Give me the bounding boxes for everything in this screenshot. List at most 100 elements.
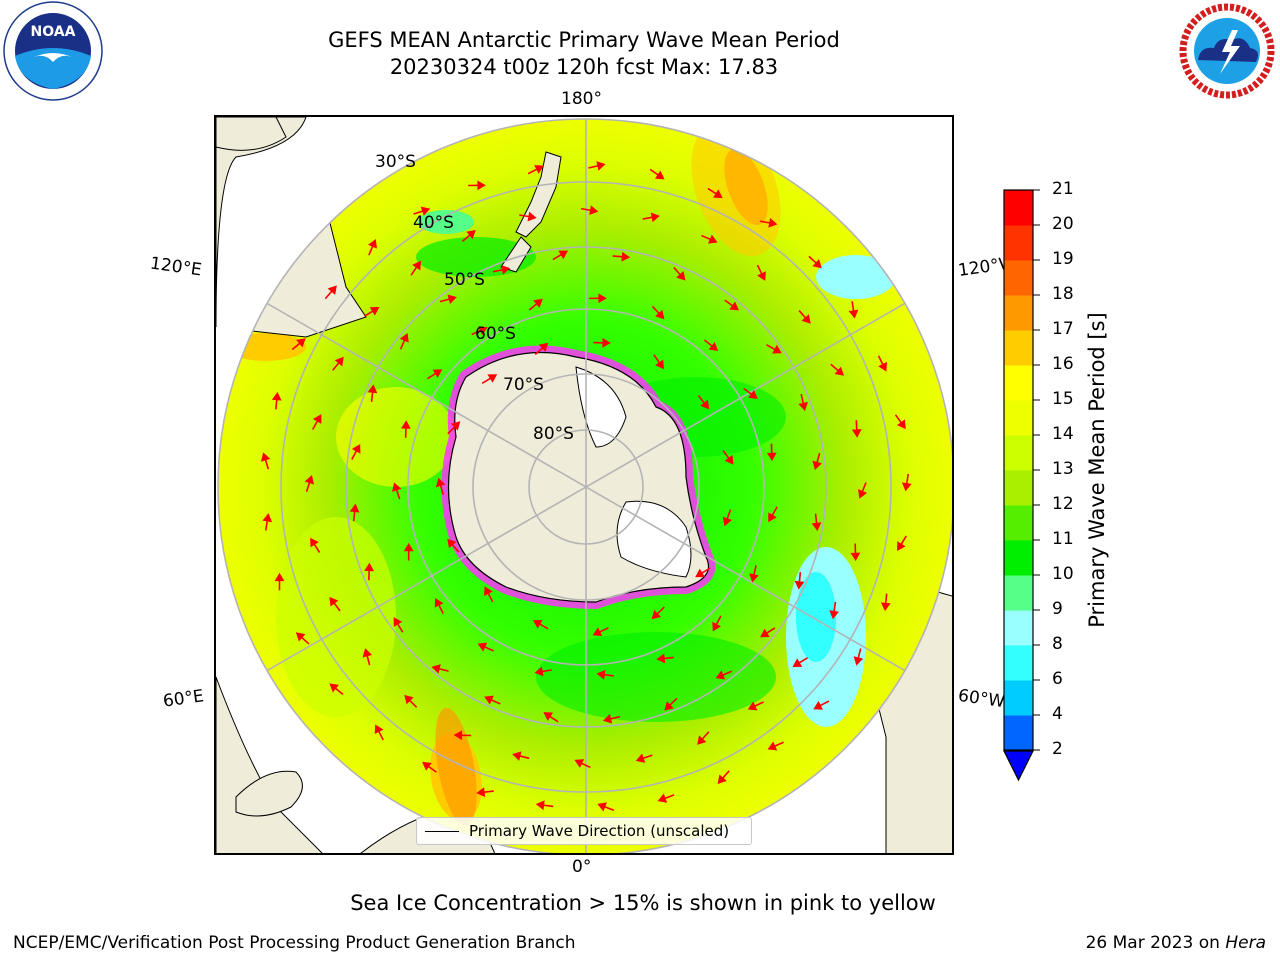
wave-arrow [642,212,660,223]
lat-label-30s: 30°S [375,152,416,172]
wave-arrow [766,343,782,354]
wave-arrow [528,298,543,311]
wave-arrow [813,700,830,710]
wave-arrow [760,627,776,638]
colorbar-block [1004,470,1033,506]
wave-arrow [877,355,888,372]
wave-arrow [850,543,861,562]
wave-arrow [393,617,404,633]
wave-arrow [476,787,494,797]
lon-label-60e: 60°E [161,686,206,712]
wave-arrow [439,294,457,305]
wave-arrow [811,513,822,532]
wave-arrow [747,701,764,711]
colorbar-tick-label: 15 [1052,389,1074,409]
lat-label-70s: 70°S [503,375,544,395]
wave-arrow [649,168,665,180]
wave-arrow [447,538,460,553]
colorbar-tick-label: 21 [1052,179,1074,199]
wave-arrow [635,753,653,763]
colorbar-tick-label: 18 [1052,284,1074,304]
wave-arrow [829,601,839,620]
wave-arrow [651,305,665,320]
wave-arrow [367,384,378,402]
wave-arrow [656,653,674,664]
wave-arrow [492,265,511,275]
colorbar-block [1004,680,1033,716]
wave-arrow [767,741,784,751]
wave-arrow [271,391,282,410]
colorbar-block [1004,260,1033,296]
colorbar-block [1004,715,1033,751]
wave-arrow [484,695,501,705]
wave-arrow [374,724,384,741]
colorbar-block [1004,610,1033,646]
wave-arrow [453,730,472,741]
wave-arrow [712,615,722,632]
colorbar-block [1004,295,1033,331]
footer-branch: NCEP/EMC/Verification Post Processing Pr… [13,933,576,953]
wave-arrow [743,387,758,399]
map-legend: Primary Wave Direction (unscaled) [416,817,752,845]
wave-arrow [851,420,862,438]
wave-direction-arrows [260,161,912,812]
wave-arrow [715,670,733,680]
wave-arrow [794,572,805,590]
wave-arrow [673,266,686,281]
wave-arrow [707,187,723,199]
wave-arrow [792,657,808,667]
svg-text:NOAA: NOAA [31,24,76,40]
colorbar-tick-label: 12 [1052,494,1074,514]
wave-arrow [722,509,732,527]
wave-arrow [653,354,664,370]
lon-label-0: 0° [572,857,592,877]
wave-arrow [717,770,730,784]
wave-arrow [291,338,306,351]
colorbar-block [1004,505,1033,541]
footer-machine: Hera [1225,933,1266,953]
colorbar-block [1004,400,1033,436]
wave-arrow [602,714,621,724]
wave-arrow [295,632,310,645]
wave-arrow [597,802,615,812]
wave-arrow [808,255,822,269]
wave-arrow [413,206,431,216]
wave-arrow [477,642,494,652]
wave-arrow [329,683,344,696]
graticule [218,119,952,853]
wave-arrow [703,339,719,352]
wave-arrow [749,565,759,583]
lat-label-80s: 80°S [533,424,574,444]
wave-arrow [589,293,607,304]
colorbar-block [1004,540,1033,576]
wave-arrow [304,474,315,492]
colorbar-tick-label: 8 [1052,634,1063,654]
lat-label-50s: 50°S [444,270,485,290]
colorbar-tick-label: 16 [1052,354,1074,374]
wave-arrow [798,393,808,412]
wave-arrow [461,230,476,242]
colorbar-block [1004,225,1033,261]
colorbar-tick-label: 10 [1052,564,1074,584]
wave-arrow [435,477,446,495]
wave-arrow [329,596,341,612]
wave-arrow [324,285,337,300]
wave-arrow [766,443,777,462]
wave-arrow [858,482,868,499]
lon-label-60w: 60°W [956,685,1007,713]
wave-arrow [853,648,864,666]
wave-arrow [830,363,845,376]
wave-arrow [897,535,907,551]
wave-arrow [410,260,421,276]
antarctica [441,345,716,610]
wave-arrow [848,301,859,319]
colorbar-tick-label: 2 [1052,739,1063,759]
wave-arrow [697,731,710,745]
wave-arrow [880,593,891,612]
wave-arrow [274,572,285,591]
wave-arrow [596,669,615,680]
wave-arrow [332,356,344,371]
wave-arrow [262,513,273,531]
footer-date: 26 Mar 2023 on Hera [1086,933,1266,953]
wave-arrow [664,697,678,711]
